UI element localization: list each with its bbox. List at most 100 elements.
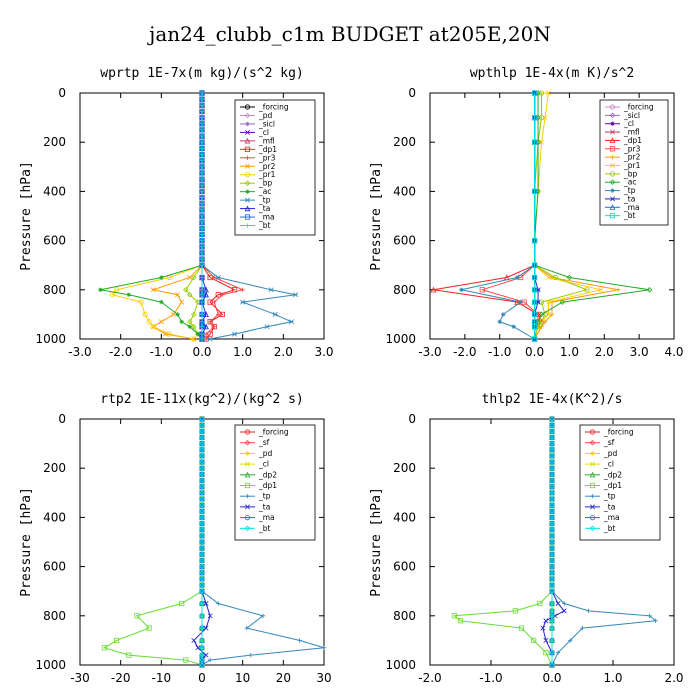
- data-point: [288, 319, 294, 325]
- legend-label: _bp: [623, 169, 638, 178]
- panel-1: wprtp 1E-7x(m kg)/(s^2 kg) Pressure [hPa]…: [19, 66, 334, 359]
- legend-label: _forcing: [623, 103, 654, 112]
- data-point: [187, 291, 193, 298]
- data-point: [459, 287, 464, 292]
- legend-label: _mfl: [258, 136, 275, 145]
- legend-label: _ta: [603, 502, 615, 511]
- data-point: [549, 588, 555, 594]
- data-point: [146, 319, 152, 325]
- legend-label: _forcing: [603, 428, 634, 437]
- legend-marker: [245, 121, 250, 127]
- data-point: [479, 287, 485, 293]
- data-point: [549, 459, 555, 465]
- legend-marker: [609, 104, 616, 110]
- data-point: [199, 533, 205, 539]
- data-point: [549, 446, 555, 453]
- panel-title: wprtp 1E-7x(m kg)/(s^2 kg): [100, 66, 304, 81]
- data-point: [199, 121, 205, 126]
- data-point: [561, 608, 567, 614]
- legend-label: _pd: [258, 449, 273, 458]
- legend-marker: [245, 461, 250, 467]
- panel-3: rtp2 1E-11x(kg^2)/(kg^2 s) Pressure [hPa]…: [19, 392, 332, 685]
- data-point: [146, 625, 152, 631]
- data-point: [199, 287, 205, 292]
- legend-marker: [609, 112, 616, 119]
- data-point: [549, 551, 555, 558]
- data-point: [199, 195, 205, 200]
- data-point: [584, 287, 590, 293]
- x-tick-label: -30: [70, 671, 90, 685]
- data-point: [216, 312, 221, 317]
- legend-label: _pr3: [623, 144, 641, 153]
- data-point: [549, 526, 555, 533]
- series-line-ac: [100, 93, 203, 340]
- data-point: [512, 608, 519, 614]
- data-point: [175, 312, 180, 317]
- legend-label: _cl: [603, 460, 614, 469]
- y-tick-label: 600: [43, 560, 66, 574]
- data-point: [549, 539, 555, 545]
- data-point: [531, 324, 538, 330]
- legend-marker: [609, 171, 616, 177]
- data-point: [212, 299, 217, 305]
- legend-label: _pr1: [258, 170, 276, 179]
- legend-marker: [244, 205, 251, 212]
- data-point: [531, 299, 538, 305]
- panel-title: rtp2 1E-11x(kg^2)/(kg^2 s): [100, 392, 304, 407]
- data-point: [191, 274, 197, 281]
- legend-marker: [609, 204, 616, 210]
- series-line-pr1: [534, 92, 601, 340]
- legend-label: _dp2: [258, 470, 277, 479]
- legend-marker: [244, 514, 251, 521]
- data-point: [199, 207, 205, 213]
- data-point: [501, 312, 506, 317]
- data-point: [203, 323, 209, 330]
- data-point: [549, 465, 555, 471]
- legend-marker: [244, 112, 251, 119]
- data-point: [549, 533, 555, 539]
- legend-marker: [245, 129, 250, 135]
- data-point: [543, 650, 549, 656]
- data-point: [199, 115, 205, 120]
- data-point: [220, 292, 225, 297]
- data-point: [199, 637, 205, 644]
- data-point: [126, 292, 131, 297]
- x-tick-label: -2.0: [453, 345, 476, 359]
- y-tick-label: 1000: [35, 332, 66, 346]
- data-point: [549, 508, 555, 515]
- data-point: [260, 613, 266, 618]
- legend-marker: [244, 172, 251, 178]
- x-tick-label: -1.0: [150, 345, 173, 359]
- legend-marker: [245, 189, 250, 194]
- legend-label: _ma: [258, 513, 275, 522]
- legend-marker: [610, 129, 615, 135]
- x-tick-label: -1.0: [479, 671, 502, 685]
- legend-marker: [244, 180, 251, 186]
- data-point: [538, 311, 545, 318]
- series-line-ta: [193, 419, 211, 665]
- data-point: [199, 226, 205, 231]
- y-tick-label: 1000: [385, 332, 416, 346]
- series-line-ta: [542, 419, 565, 665]
- legend-marker: [245, 451, 250, 456]
- data-point: [199, 477, 205, 484]
- data-point: [549, 434, 555, 441]
- data-point: [199, 292, 205, 297]
- legend-label: _cl: [258, 128, 269, 137]
- legend-label: _ta: [623, 194, 635, 203]
- data-point: [555, 650, 561, 655]
- data-point: [179, 319, 184, 324]
- data-point: [549, 312, 555, 317]
- data-point: [518, 299, 523, 305]
- data-point: [203, 625, 209, 631]
- y-tick-label: 0: [58, 86, 66, 100]
- series-line-tp: [201, 419, 325, 666]
- data-point: [158, 319, 164, 325]
- legend-label: _tp: [603, 492, 616, 501]
- data-point: [598, 287, 604, 293]
- x-tick-label: 4.0: [664, 345, 683, 359]
- legend-marker: [590, 461, 595, 467]
- legend-marker: [244, 471, 251, 478]
- data-point: [546, 275, 551, 280]
